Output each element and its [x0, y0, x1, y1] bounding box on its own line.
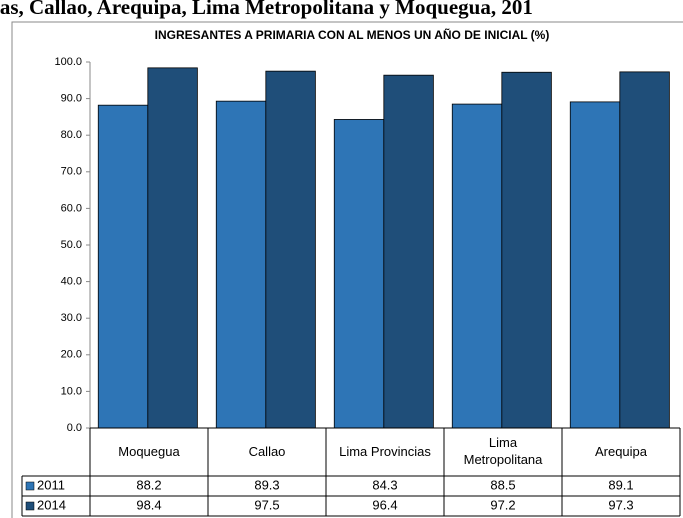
y-tick-label: 80.0: [61, 129, 82, 141]
y-tick-label: 30.0: [61, 312, 82, 324]
y-tick-label: 0.0: [67, 422, 82, 434]
y-tick-label: 70.0: [61, 166, 82, 178]
table-value: 97.2: [490, 497, 515, 512]
table-value: 98.4: [136, 497, 161, 512]
category-label: Callao: [248, 443, 286, 459]
category-label: Arequipa: [594, 443, 648, 459]
table-value: 88.5: [490, 477, 515, 492]
bar: [383, 74, 434, 429]
legend-swatch: [25, 481, 35, 491]
table-value: 89.1: [608, 477, 633, 492]
table-value: 97.5: [254, 497, 279, 512]
table-value: 84.3: [372, 477, 397, 492]
table-value: 89.3: [254, 477, 279, 492]
bar: [265, 70, 316, 429]
legend-label: 2011: [37, 477, 65, 492]
page-heading: ias, Callao, Arequipa, Lima Metropolitan…: [0, 0, 533, 19]
table-value: 88.2: [136, 477, 161, 492]
y-tick-label: 40.0: [61, 276, 82, 288]
bar: [215, 100, 267, 429]
y-tick-label: 90.0: [61, 93, 82, 105]
bar: [97, 104, 149, 429]
y-tick-label: 10.0: [61, 385, 82, 397]
bar: [569, 101, 621, 429]
category-label: Lima Metropolitana: [463, 435, 543, 467]
y-tick-label: 50.0: [61, 239, 82, 251]
category-label: Moquegua: [118, 443, 180, 459]
bar: [501, 71, 552, 429]
bar: [619, 71, 670, 429]
chart-title: INGRESANTES A PRIMARIA CON AL MENOS UN A…: [155, 27, 550, 42]
category-label: Lima Provincias: [339, 443, 431, 459]
bar: [147, 67, 198, 429]
chart-frame: [11, 21, 683, 518]
table-value: 97.3: [608, 497, 633, 512]
bar: [333, 119, 385, 429]
bar: [451, 103, 503, 429]
y-tick-label: 60.0: [61, 202, 82, 214]
table-value: 96.4: [372, 497, 397, 512]
legend-label: 2014: [37, 497, 66, 512]
y-tick-label: 100.0: [54, 56, 82, 68]
y-tick-label: 20.0: [61, 349, 82, 361]
legend-swatch: [25, 501, 35, 511]
